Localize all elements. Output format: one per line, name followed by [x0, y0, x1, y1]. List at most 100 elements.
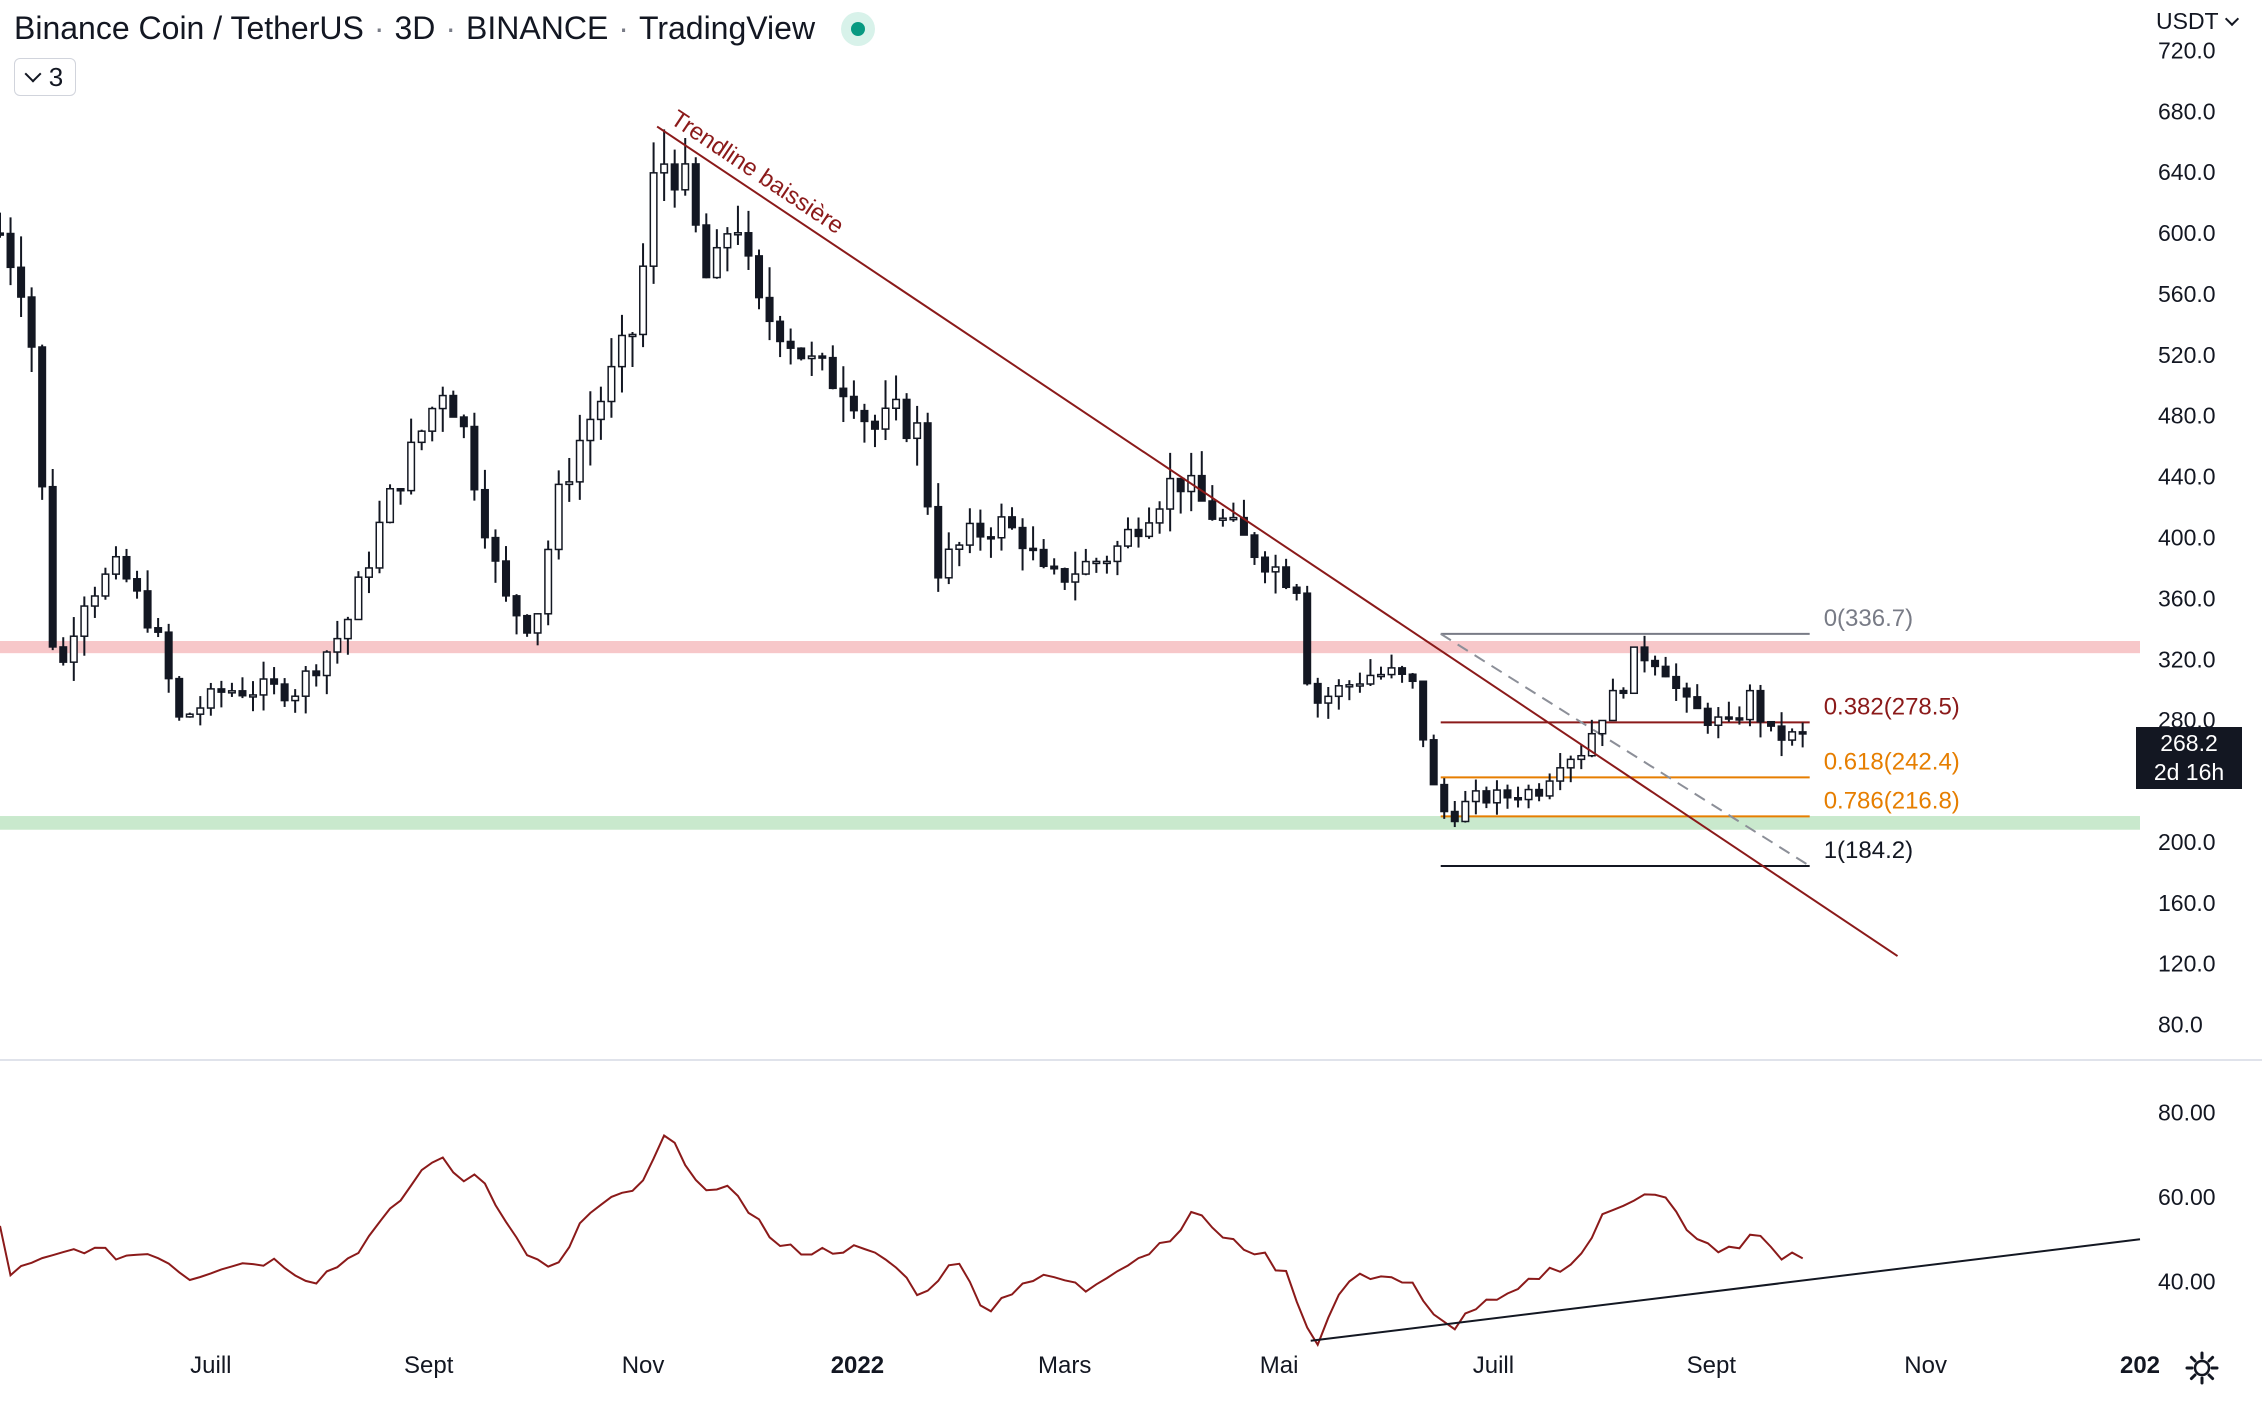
currency-label: USDT [2156, 8, 2219, 34]
candle-body [1724, 716, 1733, 720]
candle-body [133, 578, 142, 592]
header-separator: · [445, 10, 457, 46]
candle-body [312, 670, 321, 677]
fib-level-label: 1(184.2) [1824, 837, 1913, 864]
candle-body [691, 163, 700, 226]
candle-body [1788, 731, 1797, 741]
candles-layer [0, 129, 1807, 828]
candle-body [670, 163, 679, 191]
candle-body [480, 488, 489, 539]
candle-body [649, 172, 658, 267]
candle-body [955, 544, 964, 551]
candle-body [660, 163, 669, 174]
candle-body [913, 422, 922, 440]
candle-body [6, 232, 15, 269]
candle-body [1735, 717, 1744, 721]
candle-body [1176, 477, 1185, 493]
candle-body [639, 265, 648, 336]
price-axis-tick: 80.0 [2158, 1012, 2203, 1038]
candle-body [164, 631, 173, 680]
time-axis-tick: Juill [190, 1352, 231, 1379]
candle-body [1029, 547, 1038, 552]
time-axis-tick: Sept [404, 1352, 454, 1379]
candle-body [1566, 758, 1575, 769]
candle-body [122, 555, 131, 580]
candle-body [702, 224, 711, 279]
zones-layer [0, 641, 2140, 830]
candle-body [1598, 719, 1607, 735]
fib-level-label: 0(336.7) [1824, 605, 1913, 632]
candle-body [565, 481, 574, 486]
candle-body [1651, 659, 1660, 668]
candle-body [1408, 673, 1417, 683]
time-axis-tick: 202 [2120, 1352, 2160, 1379]
candle-body [923, 422, 932, 508]
candle-body [280, 683, 289, 702]
candle-body [986, 536, 995, 540]
candle-body [523, 614, 532, 634]
bearish-trendline [656, 125, 1899, 957]
candle-body [470, 425, 479, 491]
time-axis-tick: Juill [1473, 1352, 1514, 1379]
market-status-icon[interactable] [841, 11, 876, 46]
indicators-toggle-button[interactable]: 3 [14, 58, 76, 96]
candle-body [143, 590, 152, 629]
candle-body [881, 407, 890, 430]
price-axis-tick: 320.0 [2158, 646, 2216, 672]
candle-body [1292, 586, 1301, 594]
candle-body [1092, 560, 1101, 565]
candle-body [1798, 731, 1807, 735]
candle-body [1429, 739, 1438, 786]
candle-body [1313, 682, 1322, 704]
candle-body [1134, 528, 1143, 538]
candle-body [196, 707, 205, 715]
candle-body [628, 333, 637, 338]
price-axis-tick: 160.0 [2158, 890, 2216, 916]
candle-body [1208, 500, 1217, 520]
price-axis-tick: 120.0 [2158, 951, 2216, 977]
rsi-axis-tick: 80.00 [2158, 1099, 2216, 1125]
chevron-down-icon [2224, 11, 2239, 27]
gear-icon[interactable] [2184, 1350, 2220, 1386]
candle-body [301, 670, 310, 697]
candle-body [396, 488, 405, 492]
candle-body [375, 521, 384, 569]
candle-body [154, 627, 163, 633]
candle-body [259, 678, 268, 696]
fibonacci-retracement[interactable]: 0(336.7) 0.382(278.5) 0.618(242.4) 0.786(21… [1440, 605, 1960, 867]
price-axis-tick: 360.0 [2158, 585, 2216, 611]
candle-body [1714, 716, 1723, 727]
candle-body [1556, 767, 1565, 782]
candle-body [1229, 516, 1238, 521]
source-label: TradingView [638, 10, 816, 46]
fib-diagonal [1440, 632, 1811, 867]
candle-body [438, 394, 447, 410]
candle-body [1450, 810, 1459, 823]
rsi-pane [0, 1133, 2141, 1348]
currency-selector[interactable]: USDT [2156, 8, 2239, 35]
candle-body [185, 713, 194, 718]
candle-body [586, 418, 595, 442]
price-axis-tick: 560.0 [2158, 281, 2216, 307]
candle-body [544, 548, 553, 615]
symbol-name: Binance Coin / TetherUS [14, 10, 364, 46]
candle-body [818, 355, 827, 359]
candle-body [407, 441, 416, 492]
candle-body [1524, 788, 1533, 801]
candle-body [1008, 516, 1017, 529]
candle-body [1503, 789, 1512, 799]
price-axis-tick: 720.0 [2158, 37, 2216, 63]
candle-body [1767, 720, 1776, 727]
candle-body [90, 595, 99, 607]
candle-body [1756, 689, 1765, 723]
candle-body [1619, 689, 1628, 695]
candle-body [1514, 797, 1523, 801]
header-separator: · [373, 10, 385, 46]
candle-body [1535, 788, 1544, 797]
candle-body [48, 485, 57, 648]
candle-body [1398, 667, 1407, 675]
candle-body [1102, 560, 1111, 565]
last-price-tag: 268.2 2d 16h [2136, 727, 2242, 789]
symbol-header[interactable]: Binance Coin / TetherUS · 3D · BINANCE ·… [14, 10, 876, 47]
